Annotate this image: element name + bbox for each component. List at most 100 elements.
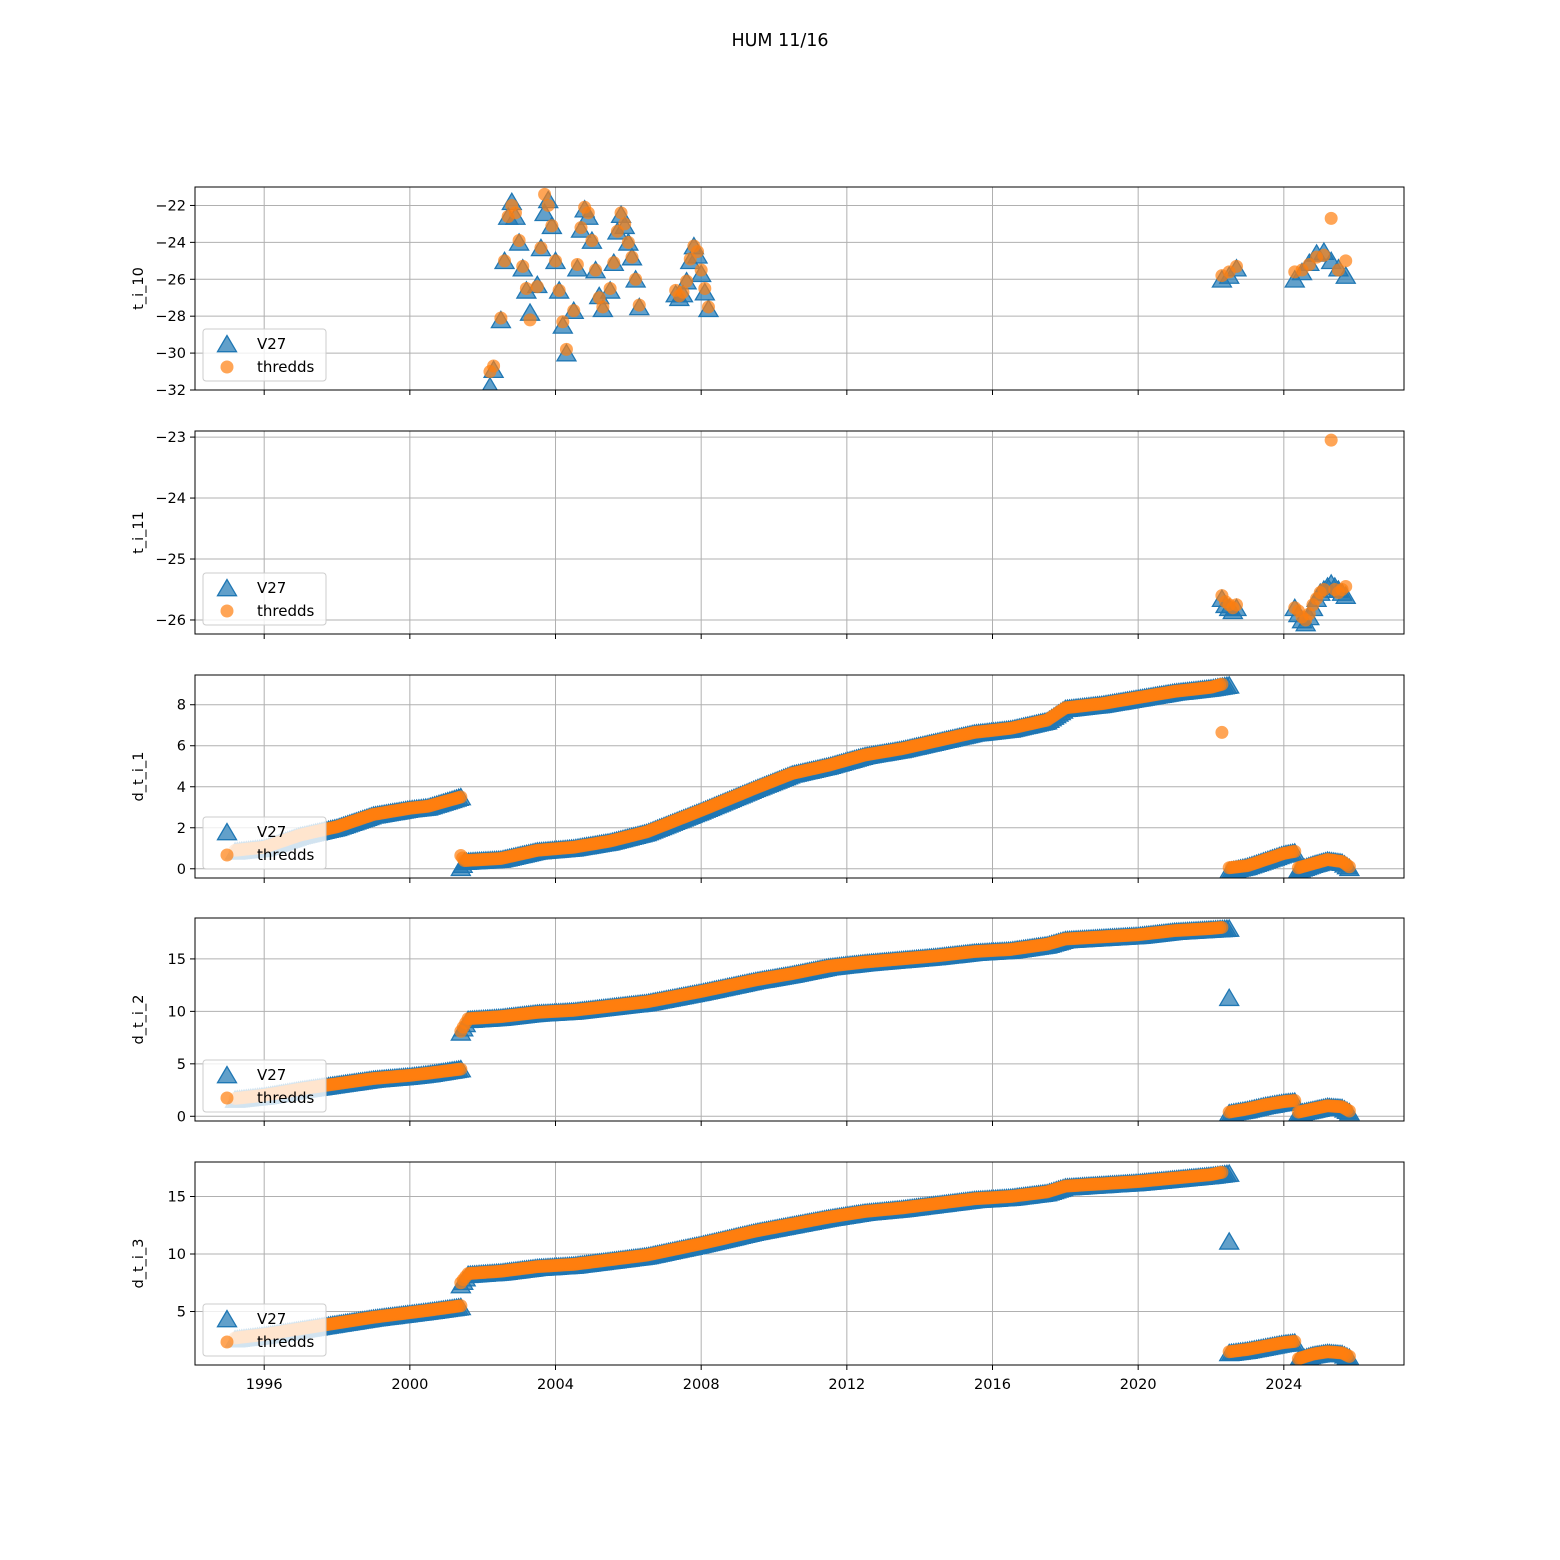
- data-point-circle: [549, 254, 563, 268]
- data-point-circle: [1215, 725, 1229, 739]
- figure-title: HUM 11/16: [731, 31, 828, 51]
- data-point-triangle: [482, 376, 498, 390]
- y-tick-label: 10: [168, 1004, 186, 1020]
- data-point-circle: [1342, 1349, 1356, 1363]
- y-tick-label: −25: [155, 552, 186, 568]
- legend-frame: [202, 1303, 327, 1357]
- legend-label: V27: [257, 579, 286, 597]
- data-point-circle: [534, 241, 548, 255]
- subplot-1: −32 −30 −28 −26 −24 −22 t_i_10 V27 thredds: [131, 186, 1405, 399]
- x-tick-label: 2020: [1120, 1377, 1157, 1393]
- legend-marker-triangle: [216, 578, 238, 597]
- data-point-circle: [1288, 1094, 1302, 1108]
- y-tick-label: 15: [168, 1190, 186, 1206]
- x-tick-label: 2012: [828, 1377, 865, 1393]
- y-tick-label: −28: [155, 309, 186, 325]
- plot-area: [1211, 433, 1357, 632]
- legend-label: V27: [257, 823, 286, 841]
- data-point-circle: [698, 282, 712, 295]
- data-point-circle: [538, 187, 552, 201]
- legend-marker-triangle: [216, 1309, 238, 1328]
- axes-frame: [194, 430, 1405, 635]
- y-tick-label: −26: [155, 613, 186, 629]
- legend: V27 thredds: [202, 1059, 327, 1113]
- data-point-circle: [1339, 579, 1353, 593]
- x-tick-label: 2008: [683, 1377, 720, 1393]
- data-point-circle: [618, 217, 632, 231]
- data-point-circle: [1229, 598, 1243, 612]
- data-point-circle: [585, 234, 599, 248]
- data-point-circle: [1324, 211, 1338, 225]
- x-tick-label: 2000: [391, 1377, 428, 1393]
- data-point-circle: [1317, 248, 1331, 262]
- subplot-5: 5 10 15 1996 2000 2004 2008 2012 2016 2020 2024 d_t…: [131, 1161, 1405, 1393]
- y-tick-label: 8: [177, 698, 186, 714]
- subplot-2: −26 −25 −24 −23 t_i_11 V27 thredds: [131, 430, 1405, 639]
- y-axis-label: d_t_i_2: [131, 995, 147, 1045]
- data-point-circle: [589, 263, 603, 277]
- grid: [195, 918, 1404, 1121]
- data-point-circle: [1215, 677, 1229, 691]
- plot-area: [482, 187, 1357, 390]
- legend-label: V27: [257, 1310, 286, 1328]
- data-point-circle: [516, 259, 530, 273]
- y-tick-label: 0: [177, 1109, 186, 1125]
- legend-label: V27: [257, 335, 286, 353]
- legend-label: thredds: [257, 1089, 314, 1107]
- y-tick-label: 2: [177, 821, 186, 837]
- series-thredds: [228, 1165, 1356, 1365]
- x-tick-label: 1996: [246, 1377, 283, 1393]
- data-point-circle: [1288, 844, 1302, 858]
- data-point-circle: [629, 272, 643, 286]
- subplots: −32 −30 −28 −26 −24 −22 t_i_10 V27 thredds −26 −25…: [131, 186, 1405, 1393]
- legend-frame: [202, 816, 327, 870]
- y-axis-label: t_i_11: [131, 511, 147, 554]
- x-tick-label: 2016: [974, 1377, 1011, 1393]
- data-point-circle: [552, 283, 566, 297]
- y-tick-label: −26: [155, 272, 186, 288]
- legend-marker-circle: [220, 848, 234, 862]
- legend-marker-circle: [220, 360, 234, 374]
- data-point-circle: [541, 198, 555, 212]
- data-point-circle: [487, 359, 501, 373]
- grid: [195, 675, 1404, 878]
- data-point-circle: [1317, 582, 1331, 596]
- y-tick-label: 5: [177, 1057, 186, 1073]
- data-point-circle: [680, 274, 694, 288]
- data-point-circle: [559, 342, 573, 356]
- data-point-circle: [556, 315, 570, 329]
- x-tick-label: 2024: [1265, 1377, 1302, 1393]
- legend: V27 thredds: [202, 816, 327, 870]
- y-tick-label: 10: [168, 1247, 186, 1263]
- data-point-circle: [596, 300, 610, 314]
- y-axis-label: t_i_10: [131, 267, 147, 310]
- legend-frame: [202, 572, 327, 626]
- legend-label: thredds: [257, 602, 314, 620]
- legend-marker-triangle: [216, 334, 238, 353]
- data-point-circle: [1288, 1334, 1302, 1348]
- data-point-circle: [498, 254, 512, 268]
- data-point-circle: [632, 298, 646, 312]
- legend-marker-triangle: [216, 822, 238, 841]
- y-tick-label: 15: [168, 952, 186, 968]
- y-tick-label: −24: [155, 235, 186, 251]
- data-point-triangle: [1218, 987, 1240, 1007]
- series-thredds: [1215, 433, 1353, 627]
- data-point-circle: [581, 206, 595, 220]
- y-tick-label: 4: [177, 780, 186, 796]
- y-tick-label: −22: [155, 198, 186, 214]
- data-point-circle: [621, 235, 635, 249]
- legend-label: thredds: [257, 1333, 314, 1351]
- axes-frame: [194, 186, 1405, 391]
- data-point-circle: [607, 256, 621, 270]
- data-point-circle: [454, 1299, 468, 1313]
- data-point-circle: [1324, 433, 1338, 447]
- data-point-circle: [694, 263, 708, 277]
- data-point-circle: [1229, 259, 1243, 273]
- legend: V27 thredds: [202, 328, 327, 382]
- y-tick-label: −23: [155, 430, 186, 446]
- y-tick-label: 6: [177, 739, 186, 755]
- data-point-circle: [512, 234, 526, 248]
- y-axis-label: d_t_i_1: [131, 752, 147, 802]
- subplot-4: 0 5 10 15 d_t_i_2 V27 thredds: [131, 917, 1405, 1126]
